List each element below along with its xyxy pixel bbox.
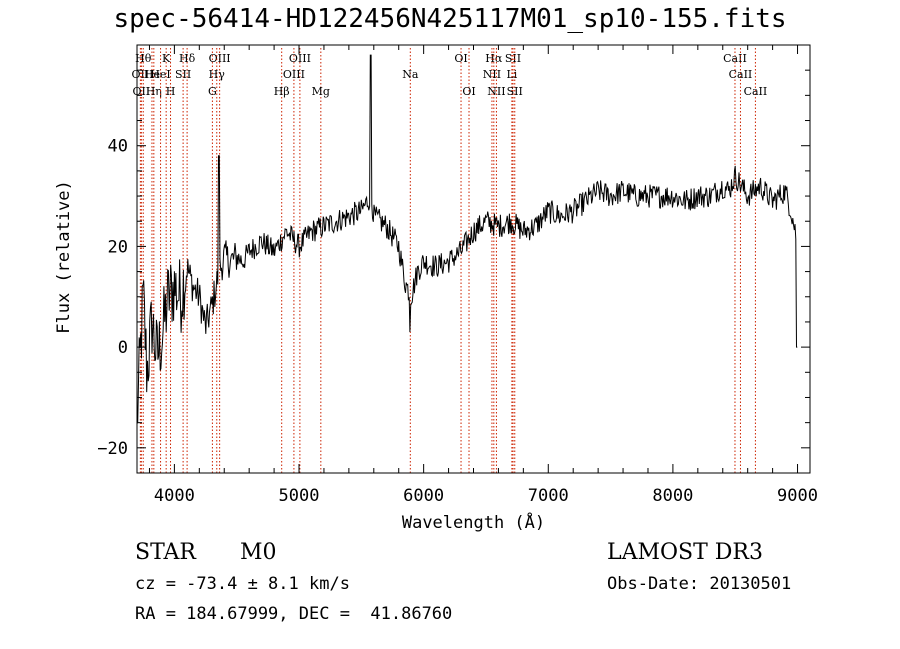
line-marker-label: Hγ [209, 68, 226, 81]
line-marker-label: CaII [723, 52, 747, 65]
chart-title: spec-56414-HD122456N425117M01_sp10-155.f… [113, 4, 787, 34]
x-tick-label: 7000 [528, 486, 569, 506]
y-tick-label: −20 [97, 439, 128, 459]
line-marker-label: CaII [729, 68, 753, 81]
redshift-value: cz = -73.4 ± 8.1 km/s [135, 574, 350, 594]
x-tick-label: 9000 [777, 486, 818, 506]
axes: Wavelength (Å) Flux (relative) [54, 44, 811, 533]
subclass-label: M0 [240, 540, 277, 565]
x-tick-label: 4000 [154, 486, 195, 506]
line-marker-label: OI [454, 52, 467, 65]
obs-date: Obs-Date: 20130501 [607, 574, 792, 594]
line-marker-label: He [144, 68, 160, 81]
y-tick-label: 0 [118, 338, 128, 358]
line-marker-label: Hβ [274, 85, 290, 98]
x-tick-label: 5000 [279, 486, 320, 506]
spectrum-series [136, 54, 798, 424]
y-tick-label: 20 [108, 237, 128, 257]
line-marker-label: NII [487, 85, 505, 98]
line-marker-label: Na [402, 68, 419, 81]
line-marker-label: SII [505, 52, 521, 65]
line-marker-label: SII [175, 68, 191, 81]
line-marker-label: Hδ [179, 52, 196, 65]
line-marker-label: OI [462, 85, 475, 98]
line-marker-label: G [208, 85, 217, 98]
line-marker-label: Mg [312, 85, 330, 98]
line-marker-label: Hθ [135, 52, 152, 65]
line-marker-label: OIII [283, 68, 305, 81]
class-label: STAR [135, 540, 196, 565]
line-marker-label: OIII [209, 52, 231, 65]
line-marker-label: HeI [150, 68, 170, 81]
line-marker-label: SII [507, 85, 523, 98]
y-axis-label: Flux (relative) [54, 180, 74, 334]
ticks: 4000 5000 6000 7000 8000 9000 −20 0 20 40 [97, 45, 818, 506]
coordinates: RA = 184.67999, DEC = 41.86760 [135, 604, 453, 624]
line-marker-label: H [166, 85, 176, 98]
survey-label: LAMOST DR3 [607, 540, 763, 565]
line-marker-label: CaII [744, 85, 768, 98]
line-marker-label: Hη [146, 85, 162, 98]
line-marker-label: Li [506, 68, 517, 81]
line-marker-label: OIII [289, 52, 311, 65]
spectrum-line [136, 54, 798, 424]
line-marker-label: NII [483, 68, 501, 81]
line-marker-label: OII [132, 68, 150, 81]
line-marker-label: Hα [485, 52, 503, 65]
y-tick-label: 40 [108, 137, 128, 157]
x-axis-label: Wavelength (Å) [402, 511, 545, 533]
x-tick-label: 6000 [403, 486, 444, 506]
x-tick-label: 8000 [652, 486, 693, 506]
line-marker-label: K [162, 52, 171, 65]
